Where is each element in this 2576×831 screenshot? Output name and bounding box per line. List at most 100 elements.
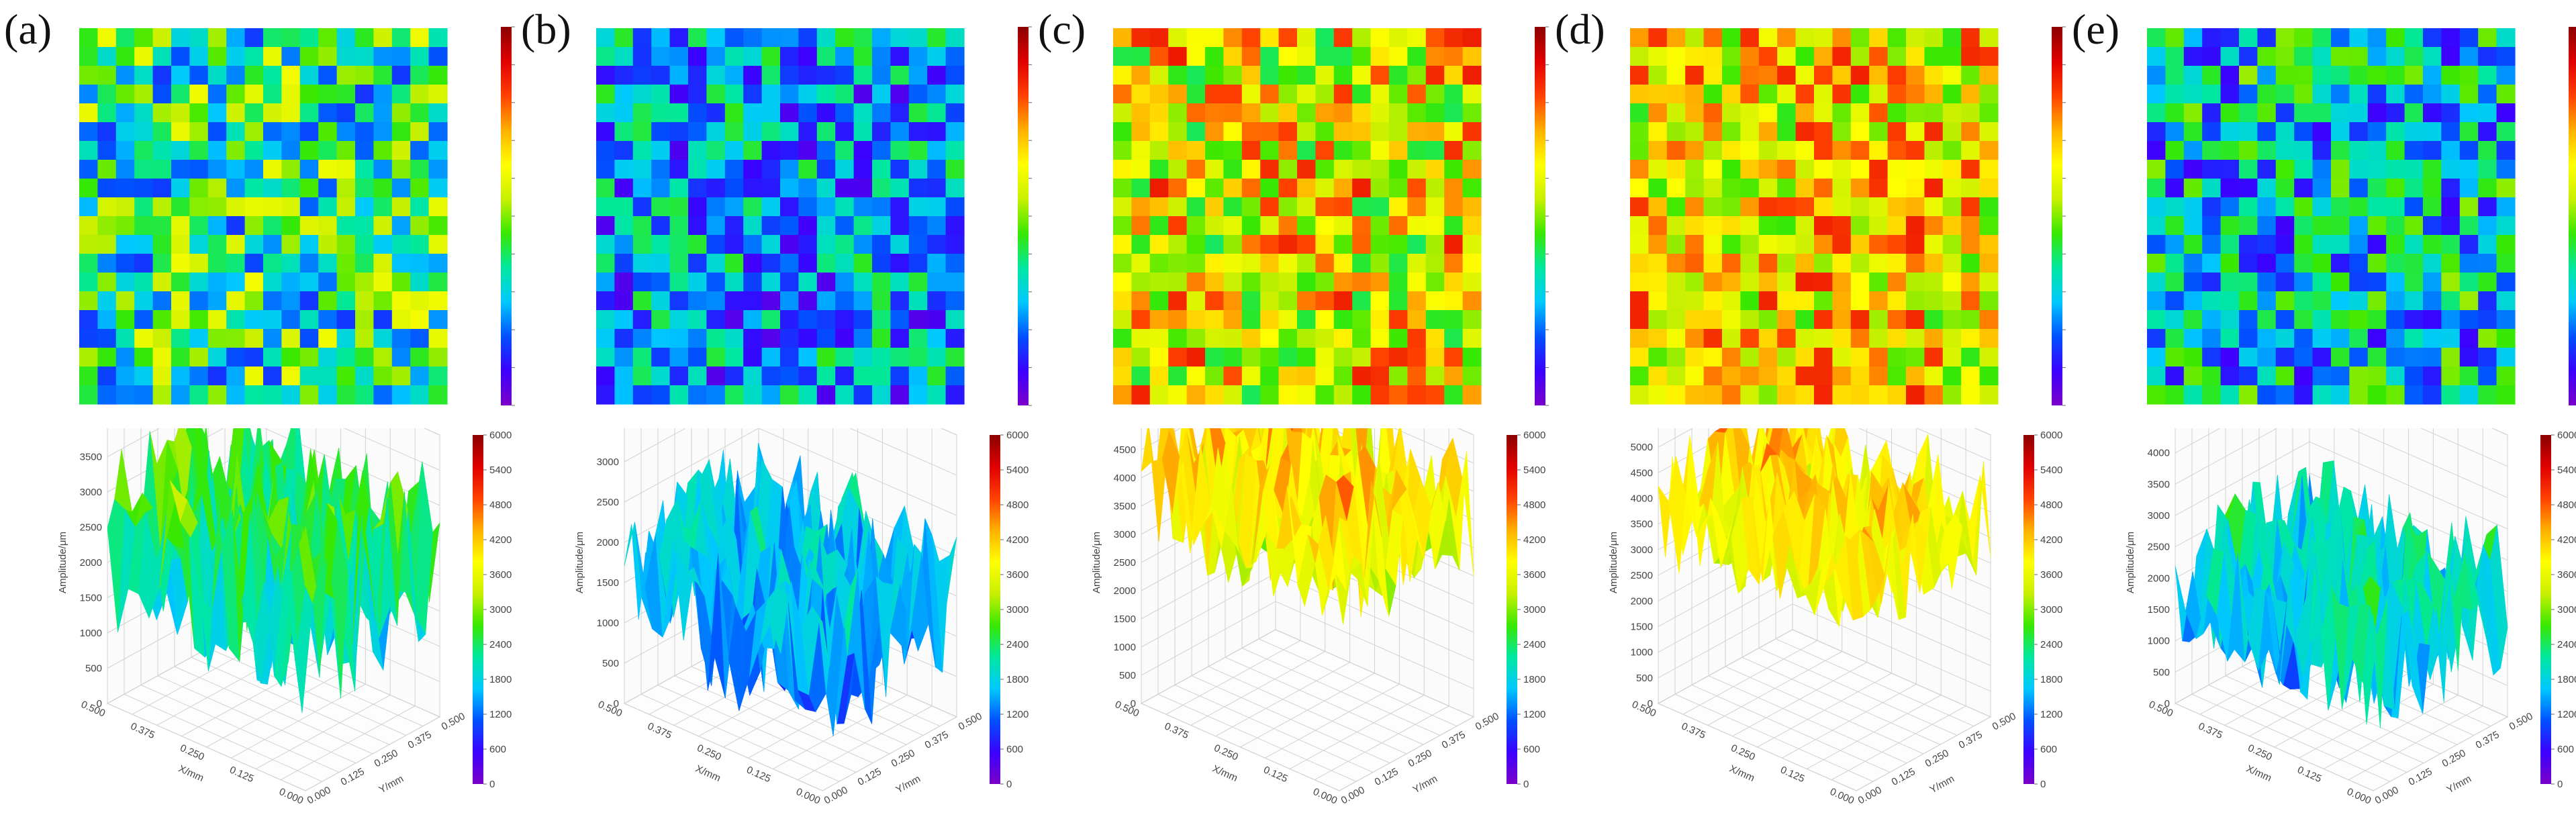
- heatmap-cell: [945, 216, 965, 236]
- heatmap-cell: [1333, 254, 1353, 273]
- heatmap-cell: [1703, 310, 1723, 330]
- heatmap-cell: [1370, 216, 1390, 236]
- surface-facet: [1846, 536, 1864, 621]
- heatmap-cell: [263, 179, 282, 198]
- heatmap-cell: [945, 28, 965, 48]
- heatmap-cell: [2165, 66, 2185, 85]
- heatmap-cell: [1722, 235, 1741, 254]
- heatmap-cell: [724, 366, 744, 386]
- heatmap-cell: [134, 291, 154, 311]
- heatmap-cell: [927, 235, 947, 254]
- heatmap-cell: [226, 122, 246, 142]
- heatmap-cell: [207, 291, 227, 311]
- heatmap-cell: [428, 47, 448, 66]
- heatmap-cell: [1389, 216, 1408, 236]
- heatmap-cell: [2367, 66, 2387, 85]
- heatmap-cell: [1942, 291, 1962, 311]
- heatmap-cell: [1887, 366, 1907, 386]
- heatmap-cell: [1333, 348, 1353, 367]
- heatmap-cell: [2441, 141, 2461, 160]
- heatmap-cell: [1942, 122, 1962, 142]
- heatmap-cell: [651, 28, 671, 48]
- heatmap-cell: [890, 141, 910, 160]
- heatmap-cell: [1241, 197, 1261, 217]
- heatmap-cell: [1942, 329, 1962, 348]
- heatmap-cell: [2367, 47, 2387, 66]
- heatmap-cell: [927, 47, 947, 66]
- heatmap-cell: [1740, 103, 1760, 123]
- heatmap-cell: [761, 141, 781, 160]
- heatmap-cell: [1389, 47, 1408, 66]
- heatmap-cell: [1407, 216, 1427, 236]
- z-tick-label: 4500: [1114, 444, 1136, 456]
- heatmap-cell: [927, 291, 947, 311]
- heatmap-cell: [171, 197, 190, 217]
- heatmap-cell: [79, 66, 98, 85]
- heatmap-cell: [1352, 47, 1372, 66]
- heatmap-cell: [1777, 291, 1797, 311]
- heatmap-cell: [318, 103, 338, 123]
- heatmap-cell: [2367, 85, 2387, 104]
- heatmap-cell: [355, 254, 374, 273]
- heatmap-cell: [651, 179, 671, 198]
- heatmap-cell: [1666, 141, 1686, 160]
- heatmap-cell: [2478, 348, 2497, 367]
- heatmap-cell: [798, 254, 818, 273]
- heatmap-cell: [853, 273, 873, 292]
- colorbar-tick-label: 0: [1523, 779, 1529, 790]
- colorbar: [2569, 27, 2576, 405]
- heatmap-cell: [1961, 366, 1981, 386]
- heatmap-cell: [614, 273, 634, 292]
- heatmap-cell: [1260, 273, 1280, 292]
- heatmap-cell: [761, 197, 781, 217]
- heatmap-cell: [1832, 216, 1852, 236]
- heatmap-cell: [1168, 348, 1188, 367]
- heatmap-cell: [2496, 179, 2516, 198]
- heatmap-cell: [1942, 28, 1962, 48]
- heatmap-cell: [1425, 28, 1445, 48]
- heatmap-cell: [2331, 235, 2350, 254]
- heatmap-cell: [2423, 85, 2442, 104]
- heatmap-cell: [872, 216, 891, 236]
- colorbar-tick-label: 6000: [1523, 430, 1545, 441]
- heatmap-cell: [2183, 385, 2203, 405]
- heatmap-cell: [115, 47, 135, 66]
- heatmap-cell: [2496, 28, 2516, 48]
- heatmap-cell: [1333, 85, 1353, 104]
- heatmap-cell: [1850, 366, 1870, 386]
- heatmap-cell: [1444, 85, 1464, 104]
- heatmap-cell: [171, 329, 190, 348]
- heatmap-cell: [152, 47, 172, 66]
- heatmap-cell: [1777, 85, 1797, 104]
- heatmap-cell: [1113, 197, 1132, 217]
- heatmap-cell: [1648, 216, 1668, 236]
- heatmap-cell: [1961, 28, 1981, 48]
- heatmap-cell: [1648, 310, 1668, 330]
- heatmap-cell: [1444, 385, 1464, 405]
- heatmap-cell: [2496, 273, 2516, 292]
- heatmap-cell: [1352, 103, 1372, 123]
- heatmap-cell: [1832, 385, 1852, 405]
- heatmap-cell: [688, 141, 707, 160]
- heatmap-cell: [2312, 273, 2332, 292]
- heatmap-cell: [152, 366, 172, 386]
- heatmap-cell: [1979, 254, 1999, 273]
- heatmap-cell: [2202, 160, 2222, 179]
- heatmap-cell: [1370, 366, 1390, 386]
- heatmap-cell: [1814, 197, 1833, 217]
- heatmap-cell: [1979, 291, 1999, 311]
- heatmap-cell: [798, 85, 818, 104]
- heatmap-cell: [1462, 47, 1482, 66]
- heatmap-cell: [226, 179, 246, 198]
- heatmap-cell: [1462, 141, 1482, 160]
- heatmap-cell: [780, 348, 799, 367]
- heatmap-cell: [706, 28, 726, 48]
- heatmap-cell: [614, 47, 634, 66]
- heatmap-cell: [428, 310, 448, 330]
- heatmap-cell: [1758, 385, 1778, 405]
- heatmap-cell: [2183, 197, 2203, 217]
- heatmap-cell: [171, 216, 190, 236]
- heatmap-cell: [2459, 348, 2479, 367]
- heatmap-cell: [2331, 329, 2350, 348]
- colorbar-tick-label: 4800: [1523, 499, 1545, 511]
